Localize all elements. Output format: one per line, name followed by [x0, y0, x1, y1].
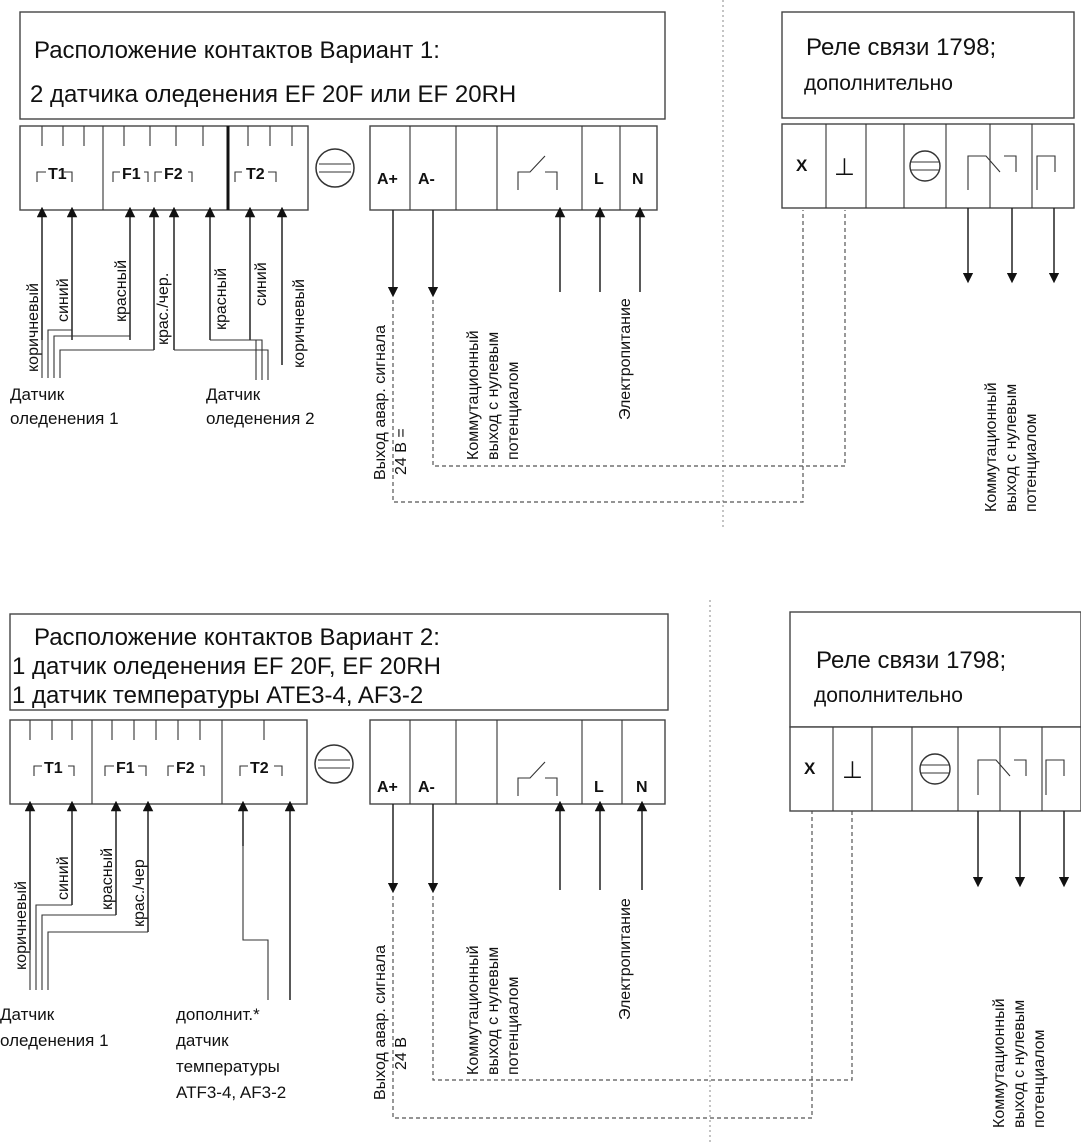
terminal-n-label: N — [636, 779, 648, 796]
relay-subtitle: дополнительно — [804, 72, 953, 95]
v1-sensor-terminal-block — [19, 125, 309, 211]
wire-color-label: крас./чер — [131, 859, 148, 927]
wire-color-label: крас./чер. — [155, 273, 172, 345]
relay-ground-icon — [909, 150, 941, 182]
extra-sensor-label: дополнит.* — [176, 1005, 260, 1024]
switch-output-label: потенциалом — [505, 361, 522, 460]
v2-title-line1: Расположение контактов Вариант 2: — [34, 624, 440, 651]
terminal-a-plus-label: A+ — [377, 779, 398, 796]
relay-subtitle: дополнительно — [814, 684, 963, 707]
terminal-t1-label: T1 — [44, 760, 63, 777]
terminal-f2-label: F2 — [164, 166, 183, 183]
terminal-l-label: L — [594, 171, 604, 188]
v1-title-box — [19, 11, 666, 120]
switch-output-label: выход с нулевым — [485, 332, 502, 460]
wire-color-label: синий — [55, 278, 72, 322]
v1-relay-terminal-block — [781, 123, 1075, 209]
wire-color-label: коричневый — [25, 283, 42, 372]
sensor-1-label: оледенения 1 — [0, 1031, 109, 1050]
extra-sensor-label: ATF3-4, AF3-2 — [176, 1083, 286, 1102]
wire-color-label: коричневый — [13, 881, 30, 970]
relay-output-label: выход с нулевым — [1003, 384, 1020, 512]
wire-color-label: красный — [113, 260, 130, 322]
terminal-a-plus-label: A+ — [377, 171, 398, 188]
v2-title-line3: 1 датчик температуры ATE3-4, AF3-2 — [12, 682, 423, 709]
alarm-output-label: 24 В = — [393, 428, 410, 475]
extra-sensor-label: температуры — [176, 1057, 280, 1076]
v2-sensor-terminal-block — [9, 719, 308, 805]
v1-title-line2: 2 датчика оледенения EF 20F или EF 20RH — [30, 81, 516, 108]
relay-title: Реле связи 1798; — [806, 34, 996, 61]
relay-ground-label: ⊥ — [834, 154, 855, 181]
switch-output-label: Коммутационный — [465, 330, 482, 460]
terminal-f2-label: F2 — [176, 760, 195, 777]
variant-2: Расположение контактов Вариант 2: 1 датч… — [0, 611, 1081, 1128]
extra-sensor-label: датчик — [176, 1031, 229, 1050]
relay-contact-icon — [967, 155, 1017, 190]
switch-output-label: выход с нулевым — [485, 947, 502, 1075]
relay-contact-icon — [517, 761, 558, 796]
alarm-output-label: 24 В — [393, 1037, 410, 1070]
sensor-1-label: оледенения 1 — [10, 409, 119, 428]
relay-title: Реле связи 1798; — [816, 647, 1006, 674]
sensor-2-label: Датчик — [206, 385, 261, 404]
terminal-t1-label: T1 — [48, 166, 67, 183]
terminal-f1-label: F1 — [122, 166, 141, 183]
relay-contact-icon — [977, 759, 1027, 795]
relay-contact-icon — [517, 155, 558, 190]
wire-color-label: красный — [99, 848, 116, 910]
terminal-a-minus-label: A- — [418, 171, 435, 188]
relay-ground-label: ⊥ — [842, 757, 863, 784]
relay-x-label: X — [804, 759, 816, 778]
v2-relay-terminal-block — [789, 726, 1081, 812]
sensor-2-label: оледенения 2 — [206, 409, 315, 428]
v1-title-line1: Расположение контактов Вариант 1: — [34, 37, 440, 64]
alarm-output-label: Выход авар. сигнала — [372, 945, 389, 1100]
terminal-a-minus-label: A- — [418, 779, 435, 796]
switch-output-label: потенциалом — [505, 976, 522, 1075]
sensor-1-label: Датчик — [0, 1005, 55, 1024]
switch-output-label: Коммутационный — [465, 945, 482, 1075]
wire-color-label: коричневый — [291, 279, 308, 368]
relay-output-label: потенциалом — [1023, 413, 1040, 512]
terminal-l-label: L — [594, 779, 604, 796]
ground-terminal-icon — [315, 148, 355, 188]
power-label: Электропитание — [617, 298, 634, 420]
v1-relay-title-box — [781, 11, 1075, 119]
power-label: Электропитание — [617, 898, 634, 1020]
wire-color-label: красный — [213, 268, 230, 330]
sensor-1-label: Датчик — [10, 385, 65, 404]
relay-output-label: Коммутационный — [983, 382, 1000, 512]
v2-title-box — [9, 613, 669, 711]
ground-terminal-icon — [314, 744, 354, 784]
relay-output-label: потенциалом — [1031, 1029, 1048, 1128]
wire-color-label: синий — [55, 856, 72, 900]
terminal-f1-label: F1 — [116, 760, 135, 777]
wire-color-label: синий — [253, 262, 270, 306]
v1-output-terminal-block — [369, 125, 658, 211]
relay-ground-icon — [919, 753, 951, 785]
relay-output-label: выход с нулевым — [1011, 1000, 1028, 1128]
variant-1: Расположение контактов Вариант 1: 2 датч… — [10, 11, 1075, 512]
v2-title-line2: 1 датчик оледенения EF 20F, EF 20RH — [12, 653, 441, 680]
relay-x-label: X — [796, 156, 808, 175]
terminal-t2-label: T2 — [250, 760, 269, 777]
relay-output-label: Коммутационный — [991, 998, 1008, 1128]
alarm-output-label: Выход авар. сигнала — [372, 325, 389, 480]
terminal-n-label: N — [632, 171, 644, 188]
terminal-t2-label: T2 — [246, 166, 265, 183]
